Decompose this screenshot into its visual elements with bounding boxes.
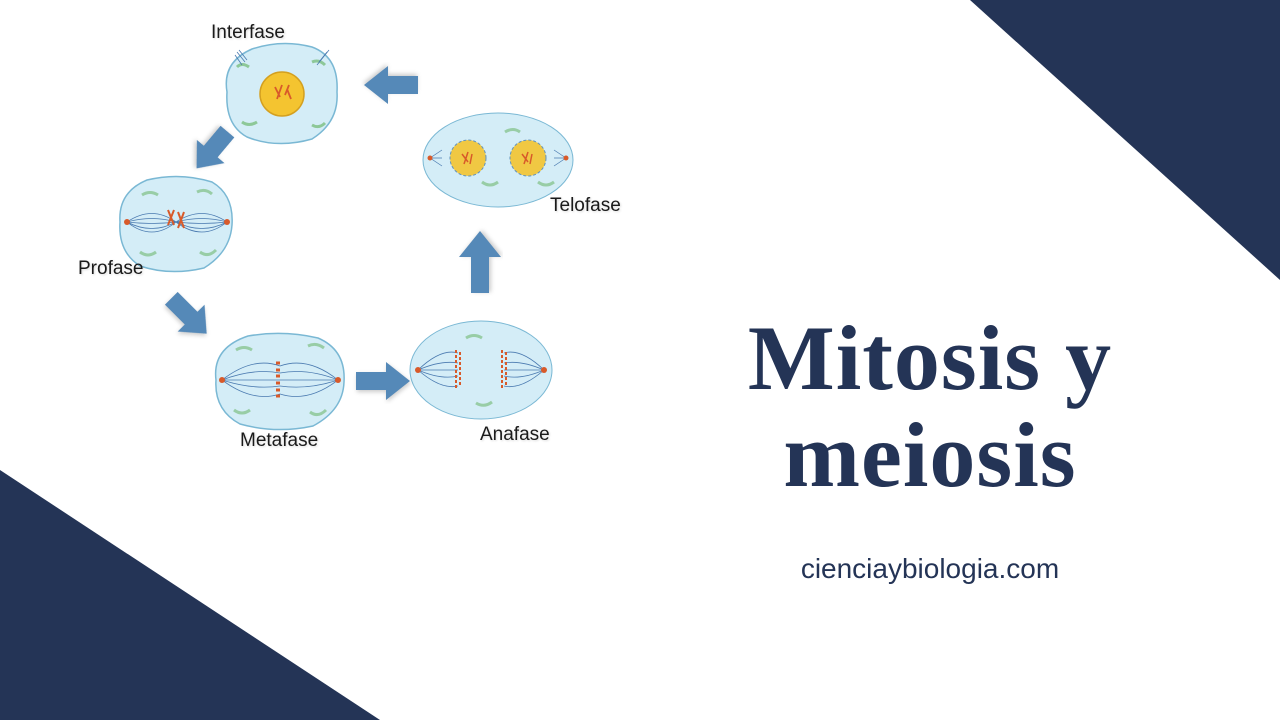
arrow-profase-metafase [158,285,220,347]
cell-metafase [208,328,353,436]
label-metafase: Metafase [240,430,318,452]
cell-anafase [406,318,556,422]
subtitle: cienciaybiologia.com [660,553,1200,585]
title-line2: meiosis [660,407,1200,504]
label-interfase: Interfase [211,22,285,44]
arrow-interfase-profase [182,120,242,180]
corner-triangle-bottom-left [0,470,380,720]
title-block: Mitosis y meiosis cienciaybiologia.com [660,310,1200,585]
title-line1: Mitosis y [660,310,1200,407]
mitosis-cycle-diagram: Interfase Profase Metafase Anafase Telof… [60,0,700,480]
arrow-telofase-interfase [360,62,422,108]
label-telofase: Telofase [550,195,621,217]
corner-triangle-top-right [970,0,1280,280]
arrow-anafase-telofase [457,225,503,299]
label-profase: Profase [78,258,143,280]
label-anafase: Anafase [480,424,550,446]
arrow-metafase-anafase [352,358,414,404]
